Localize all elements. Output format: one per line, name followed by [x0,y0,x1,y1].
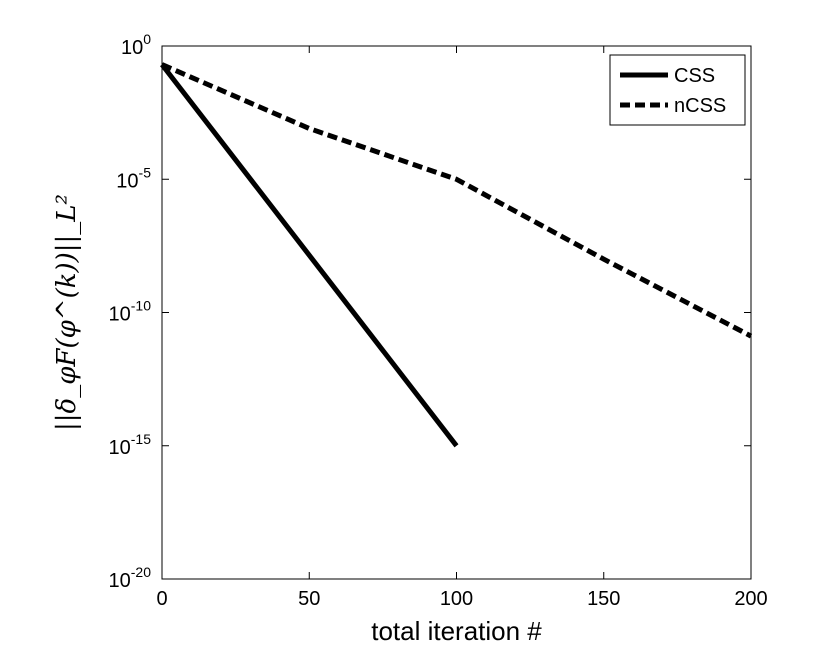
x-tick-label: 150 [587,588,620,610]
x-axis-label: total iteration # [371,616,542,646]
y-tick-label: 10-10 [109,298,152,326]
legend-box [609,54,746,126]
plot-frame [161,45,752,580]
x-tick-label: 200 [734,588,767,610]
x-tick-label: 50 [298,588,320,610]
series-layer [160,62,753,448]
y-tick-label: 10-15 [109,431,152,459]
legend-label-css: CSS [674,65,715,87]
y-tick-label: 10-5 [116,164,151,192]
x-tick-label: 0 [156,588,167,610]
legend: CSS nCSS [609,54,746,126]
x-tick-label: 100 [440,588,473,610]
y-tick-label: 10-20 [109,564,152,592]
legend-label-ncss: nCSS [674,95,726,117]
y-tick-label: 100 [121,31,151,59]
series-ncss [161,62,753,339]
ticks-layer: 0 50 100 150 200 100 10-5 10-10 10-15 10-20 [109,31,768,610]
series-css [160,63,459,448]
y-axis-label: ||δ_φF(φ^(k))||_L² [52,194,82,431]
